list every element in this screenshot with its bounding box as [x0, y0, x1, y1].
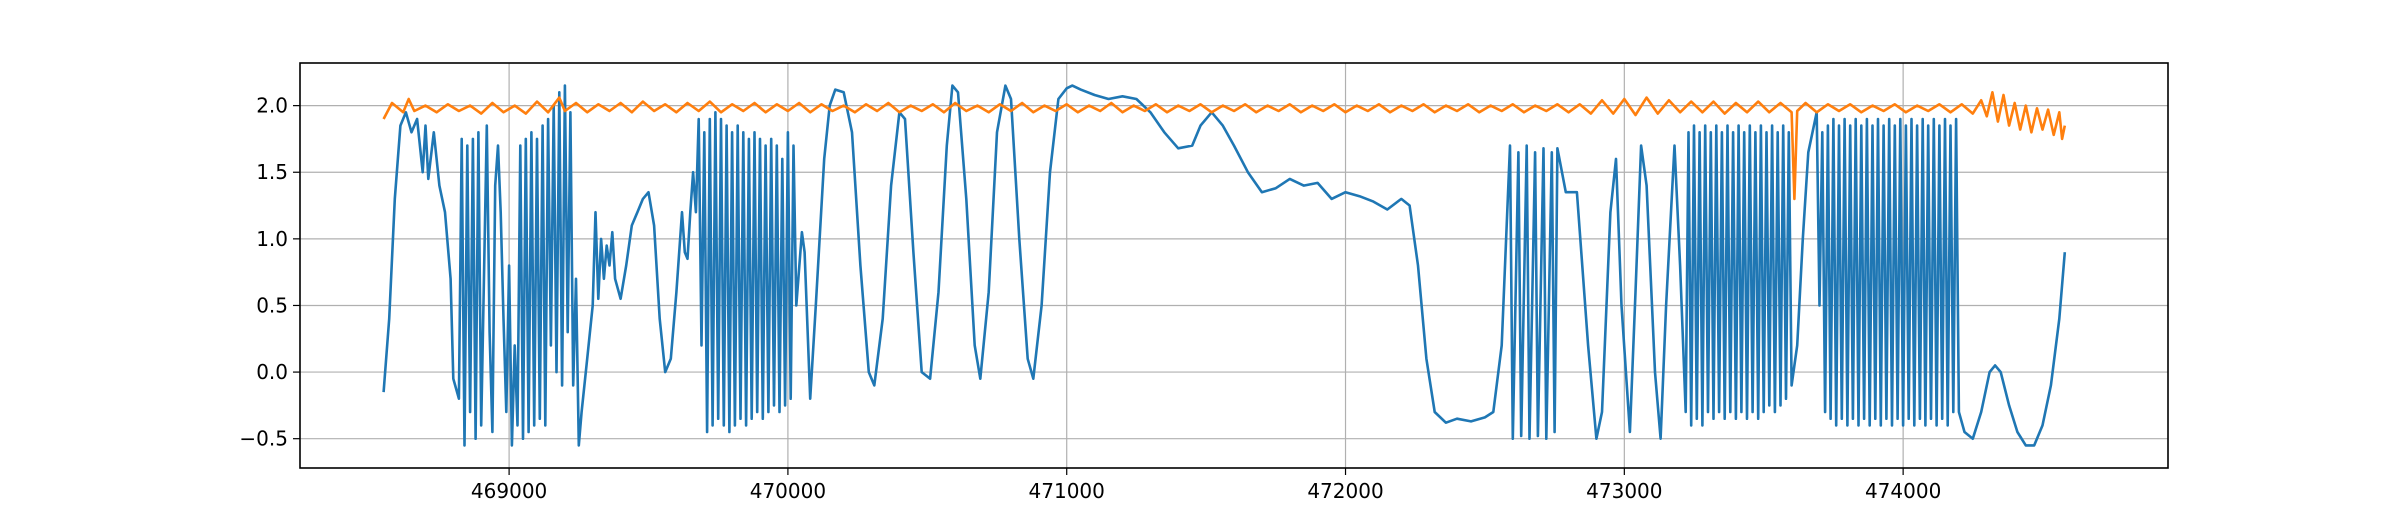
x-tick-label: 473000 [1586, 479, 1662, 503]
axes-frame [299, 62, 2169, 469]
y-tick-label: 1.5 [256, 160, 288, 184]
series-line-2 [382, 91, 2067, 201]
plot-area [382, 84, 2067, 447]
x-tick-label: 469000 [471, 479, 547, 503]
y-tick-label: 2.0 [256, 94, 288, 118]
y-tick-label: 1.0 [256, 227, 288, 251]
x-tick-label: 471000 [1029, 479, 1105, 503]
x-tick-label: 470000 [750, 479, 826, 503]
x-tick-label: 474000 [1865, 479, 1941, 503]
x-axis: 469000 470000 471000 472000 473000 474000 [471, 468, 1941, 503]
x-tick-label: 472000 [1307, 479, 1383, 503]
y-tick-label: −0.5 [239, 427, 288, 451]
series-line-1 [382, 84, 2067, 447]
y-tick-label: 0.0 [256, 360, 288, 384]
y-axis: −0.5 0.0 0.5 1.0 1.5 2.0 [239, 94, 300, 451]
y-tick-label: 0.5 [256, 293, 288, 317]
